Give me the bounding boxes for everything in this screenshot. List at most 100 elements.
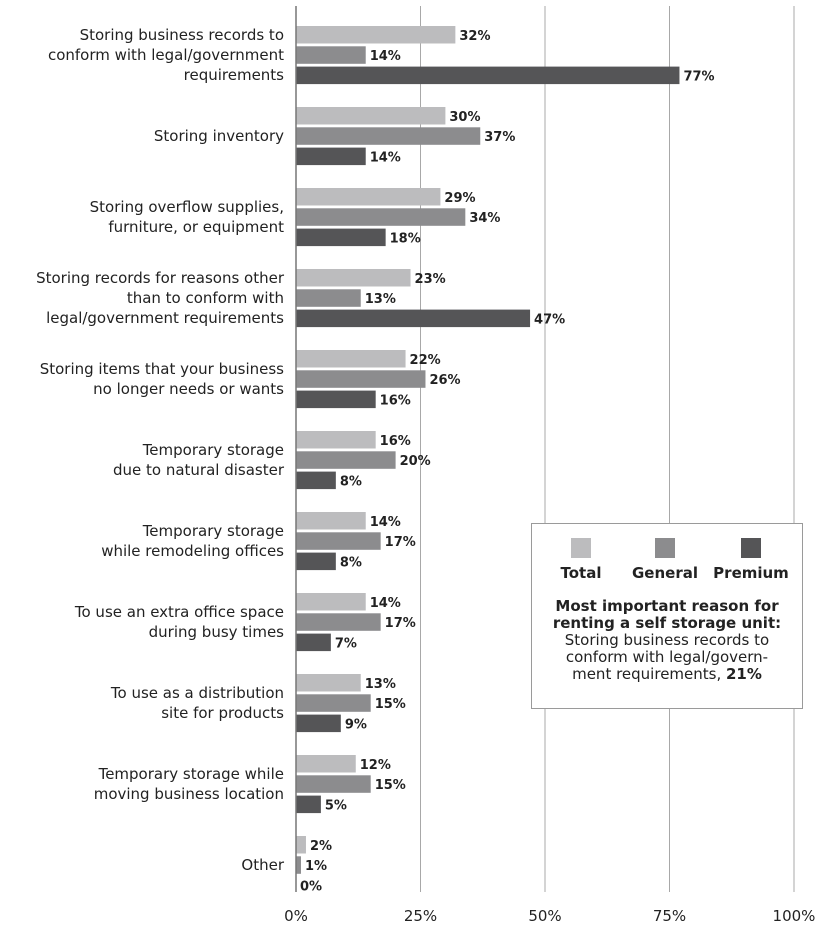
x-tick-label: 25% [404, 907, 437, 925]
category-label: Storing records for reasons other [36, 269, 285, 287]
note-body: Storing business records to conform with… [542, 632, 792, 683]
category-label: no longer needs or wants [93, 380, 284, 398]
bar-premium [296, 714, 341, 733]
bar-premium [296, 633, 331, 652]
data-label: 17% [385, 616, 416, 631]
data-label: 0% [300, 879, 322, 894]
bar-general [296, 46, 366, 64]
category-labels: Storing business records to conform with … [36, 26, 285, 874]
data-label: 18% [390, 231, 421, 246]
value-labels: 32% 14% 77% 30% 37% 14% 29% 34% 18% 23% 13% 47% 22% 2… [300, 29, 715, 895]
legend-note: Most important reason for renting a self… [542, 598, 792, 683]
bar-general [296, 532, 381, 550]
bar-total [296, 188, 441, 206]
note-heading: Most important reason for renting a self… [542, 598, 792, 632]
category-label: To use an extra office space [74, 603, 284, 621]
legend-item-premium: Premium [706, 538, 796, 582]
data-label: 15% [375, 778, 406, 793]
bar-general [296, 451, 396, 469]
data-label: 16% [380, 393, 411, 408]
bar-total [296, 26, 456, 44]
bar-general [296, 289, 361, 307]
bar-total [296, 755, 356, 773]
note-body-line: Storing business records to [564, 631, 770, 649]
note-body-text: ment requirements, [572, 665, 726, 683]
bar-general [296, 694, 371, 712]
category-label: Temporary storage while [98, 765, 284, 783]
bar-total [296, 107, 446, 125]
bar-premium [296, 471, 336, 490]
data-label: 14% [370, 150, 401, 165]
category-label: while remodeling offices [101, 542, 284, 560]
legend-item-general: General [620, 538, 710, 582]
category-label: site for products [161, 704, 284, 722]
bar-total [296, 512, 366, 530]
category-label: during busy times [149, 623, 285, 641]
category-label: furniture, or equipment [108, 218, 284, 236]
category-label: requirements [184, 66, 285, 84]
data-label: 14% [370, 596, 401, 611]
data-label: 37% [484, 130, 515, 145]
bar-premium [296, 147, 366, 166]
bar-total [296, 593, 366, 611]
data-label: 32% [459, 29, 490, 44]
legend-label-general: General [632, 564, 698, 582]
note-body-line: conform with legal/govern- [565, 648, 769, 666]
data-label: 13% [365, 292, 396, 307]
bar-premium [296, 228, 386, 247]
data-label: 47% [534, 312, 565, 327]
bar-general [296, 370, 426, 388]
data-label: 30% [449, 110, 480, 125]
category-label: due to natural disaster [113, 461, 285, 479]
legend-box: Total General Premium Most important rea… [531, 523, 803, 709]
note-heading-line: renting a self storage unit: [552, 614, 782, 632]
data-label: 13% [365, 677, 396, 692]
data-label: 26% [429, 373, 460, 388]
data-label: 8% [340, 474, 362, 489]
category-label: Storing business records to [80, 26, 284, 44]
category-label: Temporary storage [142, 441, 284, 459]
category-label: legal/government requirements [46, 309, 284, 327]
x-tick-labels: 0% 25% 50% 75% 100% [284, 907, 815, 925]
bar-premium [296, 552, 336, 571]
bar-general [296, 127, 481, 145]
data-label: 23% [415, 272, 446, 287]
category-label: Storing inventory [154, 127, 284, 145]
x-tick-label: 50% [528, 907, 561, 925]
data-label: 1% [305, 859, 327, 874]
bar-premium [296, 795, 321, 814]
data-label: 12% [360, 758, 391, 773]
data-label: 15% [375, 697, 406, 712]
bar-total [296, 431, 376, 449]
data-label: 34% [469, 211, 500, 226]
legend-swatch-premium [741, 538, 761, 558]
gridlines [420, 6, 795, 892]
category-label: than to conform with [127, 289, 284, 307]
bar-premium [296, 66, 680, 85]
data-label: 22% [410, 353, 441, 368]
bar-premium [296, 390, 376, 409]
bar-general [296, 613, 381, 631]
category-label: Other [241, 856, 284, 874]
data-label: 16% [380, 434, 411, 449]
legend-label-premium: Premium [713, 564, 789, 582]
data-label: 2% [310, 839, 332, 854]
category-label: Temporary storage [142, 522, 284, 540]
category-label: conform with legal/government [48, 46, 284, 64]
bar-general [296, 208, 466, 226]
data-label: 77% [683, 69, 714, 84]
bar-total [296, 674, 361, 692]
note-body-line: ment requirements, 21% [542, 666, 792, 683]
bar-total [296, 836, 306, 854]
data-label: 20% [400, 454, 431, 469]
bar-premium [296, 309, 531, 328]
bar-general [296, 775, 371, 793]
legend-item-total: Total [536, 538, 626, 582]
category-label: moving business location [94, 785, 284, 803]
legend-swatch-total [571, 538, 591, 558]
bars [296, 26, 680, 874]
data-label: 5% [325, 798, 347, 813]
note-value: 21% [726, 665, 762, 683]
x-tick-label: 0% [284, 907, 308, 925]
